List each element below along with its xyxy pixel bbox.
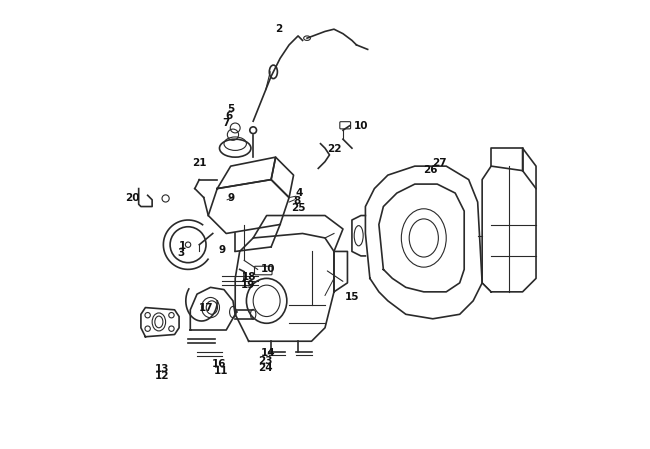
Text: 5: 5 (227, 104, 235, 114)
Text: 10: 10 (261, 264, 275, 274)
Text: 19: 19 (240, 280, 255, 290)
Text: 6: 6 (226, 111, 233, 121)
Text: 13: 13 (155, 364, 170, 374)
Text: 8: 8 (294, 196, 301, 206)
Text: 9: 9 (218, 245, 226, 255)
Text: 4: 4 (296, 188, 303, 198)
Text: 2: 2 (275, 24, 282, 34)
Text: 20: 20 (125, 193, 140, 202)
Text: 25: 25 (291, 203, 305, 213)
Text: 23: 23 (259, 356, 273, 365)
Text: 22: 22 (327, 144, 342, 154)
Text: 26: 26 (423, 165, 437, 175)
Text: 7: 7 (223, 118, 230, 128)
Text: 11: 11 (214, 366, 228, 376)
Text: 14: 14 (261, 348, 276, 358)
Text: 24: 24 (257, 363, 272, 373)
Text: 12: 12 (155, 371, 169, 381)
Text: 10: 10 (354, 121, 369, 131)
Text: 18: 18 (242, 273, 257, 282)
Text: 27: 27 (432, 158, 447, 167)
Text: 21: 21 (192, 158, 207, 168)
Text: 9: 9 (227, 193, 234, 202)
Text: 3: 3 (177, 248, 185, 258)
Text: 17: 17 (200, 303, 214, 313)
Text: 16: 16 (212, 359, 226, 369)
Text: 1: 1 (179, 241, 187, 251)
Text: 15: 15 (345, 292, 359, 302)
